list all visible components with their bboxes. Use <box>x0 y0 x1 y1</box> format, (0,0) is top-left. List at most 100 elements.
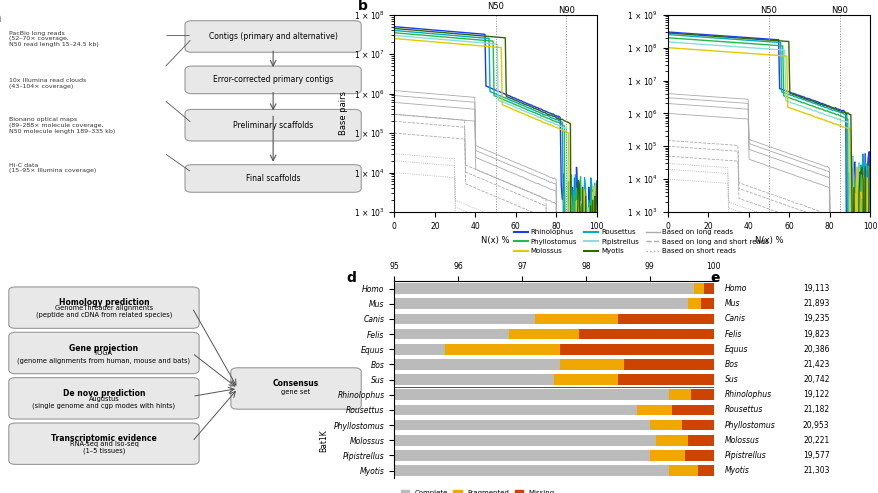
Text: 21,303: 21,303 <box>802 466 829 475</box>
Text: Preliminary scaffolds: Preliminary scaffolds <box>233 121 313 130</box>
Text: 19,235: 19,235 <box>802 315 829 323</box>
Bar <box>694 283 703 294</box>
Text: Consensus: Consensus <box>272 379 319 388</box>
Legend: Rhinolophus, Phyllostomus, Molossus, Rousettus, Pipistrellus, Myotis, Based on l: Rhinolophus, Phyllostomus, Molossus, Rou… <box>511 226 771 257</box>
Bar <box>394 435 655 446</box>
Text: TOGA
(genome alignments from human, mouse and bats): TOGA (genome alignments from human, mous… <box>18 350 191 364</box>
Text: e: e <box>709 271 719 285</box>
FancyBboxPatch shape <box>9 378 199 419</box>
Text: Homology prediction: Homology prediction <box>59 298 149 307</box>
Bar <box>579 329 713 339</box>
Text: 10x Illumina read clouds
(43–104× coverage): 10x Illumina read clouds (43–104× covera… <box>9 78 86 89</box>
Text: 19,122: 19,122 <box>802 390 829 399</box>
Bar <box>394 450 649 461</box>
Bar <box>623 359 713 370</box>
Text: Equus: Equus <box>724 345 748 354</box>
Text: Molossus: Molossus <box>724 436 759 445</box>
Bar <box>394 329 508 339</box>
Bar <box>508 329 579 339</box>
Text: N90: N90 <box>558 6 574 15</box>
Y-axis label: Base pairs: Base pairs <box>339 91 348 136</box>
Bar <box>672 405 713 415</box>
Bar <box>394 389 668 400</box>
Text: 19,823: 19,823 <box>802 330 829 339</box>
Bar <box>703 283 713 294</box>
FancyBboxPatch shape <box>184 165 361 192</box>
Text: gene set: gene set <box>281 389 310 395</box>
Text: b: b <box>357 0 367 13</box>
Bar <box>700 298 713 309</box>
Text: N50: N50 <box>486 2 503 11</box>
Text: 20,953: 20,953 <box>802 421 829 429</box>
Bar <box>617 374 713 385</box>
Text: Contigs (primary and alternative): Contigs (primary and alternative) <box>208 32 337 41</box>
Bar <box>394 374 553 385</box>
FancyBboxPatch shape <box>9 423 199 464</box>
Text: Felis: Felis <box>724 330 742 339</box>
Bar <box>559 359 623 370</box>
Text: Augustus
(single genome and cgp modes with hints): Augustus (single genome and cgp modes wi… <box>32 395 176 409</box>
Bar <box>680 420 713 430</box>
Bar <box>394 283 694 294</box>
Bar <box>668 389 690 400</box>
Text: Pipistrellus: Pipistrellus <box>724 451 766 460</box>
Text: Rhinolophus: Rhinolophus <box>724 390 772 399</box>
Text: 20,742: 20,742 <box>802 375 829 384</box>
Text: 19,577: 19,577 <box>802 451 829 460</box>
Bar <box>687 298 700 309</box>
Bar <box>559 344 713 354</box>
Text: d: d <box>346 271 356 285</box>
Bar <box>394 344 445 354</box>
Bar <box>534 314 617 324</box>
Text: 20,221: 20,221 <box>802 436 829 445</box>
FancyBboxPatch shape <box>231 368 361 409</box>
Bar <box>394 314 534 324</box>
Text: RNA-seq and Iso-seq
(1–5 tissues): RNA-seq and Iso-seq (1–5 tissues) <box>69 441 138 455</box>
Text: 19,113: 19,113 <box>802 284 829 293</box>
Text: PacBio long reads
(52–70× coverage,
N50 read length 15–24.5 kb): PacBio long reads (52–70× coverage, N50 … <box>9 31 98 47</box>
Bar <box>394 298 687 309</box>
Bar <box>617 314 713 324</box>
FancyBboxPatch shape <box>9 287 199 328</box>
Bar <box>394 405 637 415</box>
Text: Sus: Sus <box>724 375 738 384</box>
Text: N90: N90 <box>831 6 847 15</box>
Text: Canis: Canis <box>724 315 745 323</box>
Bar <box>649 420 680 430</box>
Text: Mus: Mus <box>724 299 740 308</box>
Text: GenomeThreader alignments
(peptide and cDNA from related species): GenomeThreader alignments (peptide and c… <box>36 305 172 318</box>
Text: Bionano optical maps
(89–288× molecule coverage,
N50 molecule length 189–335 kb): Bionano optical maps (89–288× molecule c… <box>9 117 115 134</box>
Text: 21,893: 21,893 <box>802 299 829 308</box>
Bar <box>394 465 668 476</box>
Bar <box>637 405 672 415</box>
Text: Myotis: Myotis <box>724 466 749 475</box>
Bar <box>394 359 559 370</box>
Text: Homo: Homo <box>724 284 746 293</box>
FancyBboxPatch shape <box>184 66 361 94</box>
Text: 21,182: 21,182 <box>802 405 829 415</box>
X-axis label: N(x) %: N(x) % <box>481 236 509 246</box>
Text: 21,423: 21,423 <box>802 360 829 369</box>
Text: Phyllostomus: Phyllostomus <box>724 421 775 429</box>
Bar <box>445 344 559 354</box>
Text: Rousettus: Rousettus <box>724 405 763 415</box>
FancyBboxPatch shape <box>184 21 361 52</box>
Bar <box>394 420 649 430</box>
X-axis label: N(x) %: N(x) % <box>754 236 782 246</box>
Bar <box>649 450 684 461</box>
Text: De novo prediction: De novo prediction <box>62 389 145 398</box>
Bar <box>553 374 617 385</box>
Bar <box>655 435 687 446</box>
Bar <box>697 465 713 476</box>
Text: N50: N50 <box>759 6 776 15</box>
Text: Bat1K: Bat1K <box>320 429 328 452</box>
Text: Final scaffolds: Final scaffolds <box>246 174 300 183</box>
Text: Error-corrected primary contigs: Error-corrected primary contigs <box>212 75 333 84</box>
FancyBboxPatch shape <box>9 332 199 374</box>
Text: Hi-C data
(15–95× Illumina coverage): Hi-C data (15–95× Illumina coverage) <box>9 163 96 174</box>
Bar <box>690 389 713 400</box>
Text: Bos: Bos <box>724 360 738 369</box>
Text: Gene projection: Gene projection <box>69 344 139 352</box>
FancyBboxPatch shape <box>184 109 361 141</box>
Bar <box>684 450 713 461</box>
